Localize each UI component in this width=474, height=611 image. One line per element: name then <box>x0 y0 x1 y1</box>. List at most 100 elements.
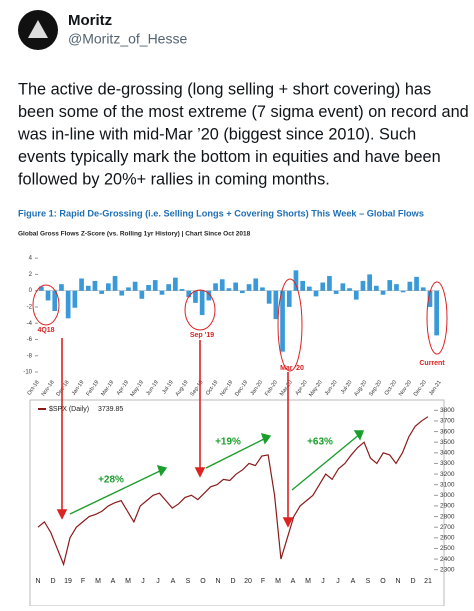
highlight <box>426 281 448 355</box>
y-tick-label: 3700 <box>440 418 455 425</box>
bar <box>159 290 165 295</box>
bar <box>400 290 406 293</box>
bar <box>320 282 326 291</box>
bar <box>286 290 292 307</box>
author-handle[interactable]: @Moritz_of_Hesse <box>68 31 187 47</box>
y-tick-label: 3600 <box>440 428 455 435</box>
y-tick-label: 4 <box>29 256 33 262</box>
x-tick-label: S <box>186 578 191 585</box>
arrow <box>69 469 163 515</box>
bar <box>414 276 419 291</box>
x-tick-label: 21 <box>424 578 432 585</box>
y-tick-label: -4 <box>27 321 33 327</box>
bar <box>52 290 58 311</box>
bar <box>307 286 312 291</box>
x-tick-label: Jul-20 <box>340 380 354 396</box>
y-tick-label: 2 <box>29 272 33 278</box>
bar <box>233 282 238 291</box>
bar <box>152 280 158 291</box>
author-name[interactable]: Moritz <box>68 12 112 29</box>
x-tick-label: N <box>35 578 40 585</box>
y-tick-label: 2600 <box>440 535 455 542</box>
bar <box>240 290 245 294</box>
y-tick-label: -10 <box>23 370 32 376</box>
chart-subtitle: Global Gross Flows Z-Score (vs. Rolling … <box>18 231 251 238</box>
x-tick-label: Aug-20 <box>353 380 368 398</box>
x-tick-label: Feb-19 <box>85 380 100 398</box>
x-tick-label: J <box>336 578 340 585</box>
bar <box>353 290 359 300</box>
y-tick-label: 3200 <box>440 471 455 478</box>
x-tick-label: Nov-19 <box>219 380 234 398</box>
x-tick-label: M <box>305 578 311 585</box>
x-tick-label: Oct-19 <box>205 380 219 397</box>
arrow-head <box>194 467 206 478</box>
x-tick-label: Jan-19 <box>71 380 86 397</box>
bar <box>193 290 198 303</box>
x-tick-label: Oct-20 <box>384 380 398 397</box>
x-tick-label: Jun-20 <box>324 380 339 397</box>
x-tick-label: S <box>366 578 371 585</box>
x-tick-label: Jun-19 <box>145 380 160 397</box>
x-tick-label: D <box>410 578 415 585</box>
bar <box>407 281 413 291</box>
price-line <box>37 416 429 567</box>
highlight <box>277 278 303 372</box>
bar <box>333 290 339 294</box>
bar <box>146 284 151 291</box>
x-tick-label: D <box>230 578 235 585</box>
x-tick-label: F <box>261 578 265 585</box>
tweet-text: been some of the most extreme (7 sigma e… <box>18 103 469 121</box>
bar <box>126 287 131 291</box>
bar <box>186 290 192 298</box>
bar <box>253 278 259 291</box>
legend-value: 3739.85 <box>98 406 123 413</box>
x-tick-label: Jan-20 <box>250 380 265 397</box>
bar <box>387 280 393 291</box>
y-tick-label: -6 <box>27 337 33 343</box>
x-tick-label: Apr-19 <box>116 380 130 397</box>
bar <box>360 280 366 291</box>
x-tick-label: Feb-20 <box>264 380 279 398</box>
bar <box>219 279 225 291</box>
bar <box>266 290 272 304</box>
x-tick-label: Apr-20 <box>294 380 308 397</box>
y-tick-label: -2 <box>27 305 33 311</box>
annotation: +28% <box>98 475 124 486</box>
bar <box>173 277 178 291</box>
x-tick-label: Aug-19 <box>175 380 190 398</box>
bar <box>106 283 111 291</box>
x-tick-label: A <box>291 578 296 585</box>
y-tick-label: 2700 <box>440 524 455 531</box>
x-tick-label: O <box>200 578 206 585</box>
x-tick-label: Oct-18 <box>26 380 40 397</box>
arrow-head <box>353 430 365 441</box>
annotation: +19% <box>215 437 241 448</box>
arrow <box>205 437 267 469</box>
bar <box>434 290 439 336</box>
x-tick-label: F <box>81 578 85 585</box>
x-tick-label: May-19 <box>130 380 145 398</box>
x-tick-label: A <box>351 578 356 585</box>
bar <box>206 290 212 301</box>
avatar-art <box>28 20 48 38</box>
bar <box>226 288 232 291</box>
highlight <box>184 289 216 331</box>
x-tick-label: Nov-18 <box>41 380 56 398</box>
bar <box>420 287 426 291</box>
x-tick-label: Dec-18 <box>56 380 71 398</box>
y-tick-label: 3100 <box>440 481 455 488</box>
arrow-head <box>156 465 168 477</box>
bar <box>380 290 386 295</box>
x-tick-label: M <box>95 578 101 585</box>
x-tick-label: O <box>380 578 386 585</box>
annotation: 4Q18 <box>37 327 54 334</box>
bar <box>39 286 44 291</box>
x-tick-label: A <box>111 578 116 585</box>
x-tick-label: Dec-20 <box>413 380 428 398</box>
bar <box>199 290 205 316</box>
bar <box>99 290 104 294</box>
bar <box>213 283 218 291</box>
tweet-text: The active de-grossing (long selling + s… <box>18 80 431 98</box>
